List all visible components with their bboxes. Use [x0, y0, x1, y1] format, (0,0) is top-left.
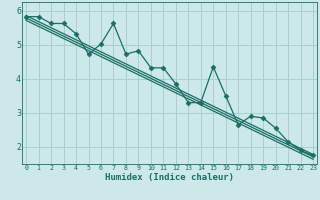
- X-axis label: Humidex (Indice chaleur): Humidex (Indice chaleur): [105, 173, 234, 182]
